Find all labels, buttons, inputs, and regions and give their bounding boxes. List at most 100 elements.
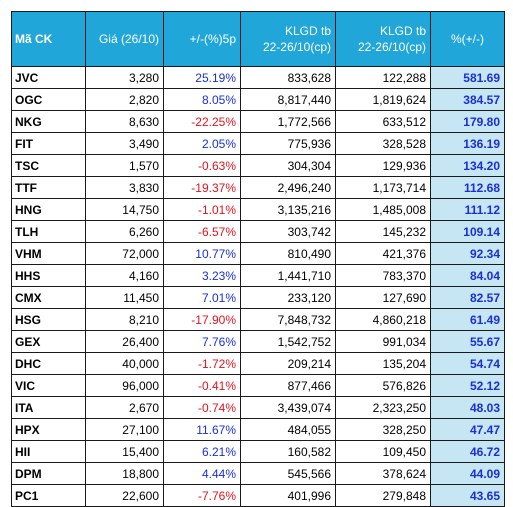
cell-volume-b: 378,624 [335,462,431,485]
table-row: JVC 3,280 25.19% 833,628 122,288 581.69 [11,66,505,89]
cell-change: 11.67% [163,418,241,441]
cell-pct: 111.12 [430,198,505,221]
cell-volume-a: 304,304 [240,154,336,177]
cell-pct: 61.49 [430,308,505,331]
cell-volume-a: 401,996 [240,484,336,507]
cell-volume-b: 135,204 [335,352,431,375]
cell-price: 96,000 [85,374,164,397]
cell-change: -7.76% [163,484,241,507]
cell-code: HPX [11,418,86,441]
cell-volume-b: 783,370 [335,264,431,287]
table-body: JVC 3,280 25.19% 833,628 122,288 581.69 OGC 2,8… [11,66,505,507]
cell-price: 26,400 [85,330,164,353]
cell-volume-a: 3,135,216 [240,198,336,221]
cell-price: 2,670 [85,396,164,419]
table-row: TSC 1,570 -0.63% 304,304 129,936 134.20 [11,154,505,177]
cell-price: 3,490 [85,132,164,155]
cell-volume-b: 4,860,218 [335,308,431,331]
cell-volume-a: 484,055 [240,418,336,441]
cell-volume-b: 1,819,624 [335,88,431,111]
cell-price: 22,600 [85,484,164,507]
cell-volume-b: 421,376 [335,242,431,265]
cell-code: GEX [11,330,86,353]
cell-price: 3,830 [85,176,164,199]
cell-price: 4,160 [85,264,164,287]
table-row: VIC 96,000 -0.41% 877,466 576,826 52.12 [11,374,505,397]
cell-change: 3.23% [163,264,241,287]
cell-pct: 82.57 [430,286,505,309]
cell-code: VHM [11,242,86,265]
cell-code: OGC [11,88,86,111]
cell-price: 14,750 [85,198,164,221]
cell-change: -0.63% [163,154,241,177]
cell-pct: 44.09 [430,462,505,485]
table-header: Mã CK Giá (26/10) +/-(%)5p KLGD tb 22-26… [11,11,505,67]
header-volume-a-line1: KLGD tb [284,24,331,38]
cell-pct: 136.19 [430,132,505,155]
cell-code: TLH [11,220,86,243]
table-row: TTF 3,830 -19.37% 2,496,240 1,173,714 112.68 [11,176,505,199]
cell-change: -22.25% [163,110,241,133]
table-row: OGC 2,820 8.05% 8,817,440 1,819,624 384.57 [11,88,505,111]
stock-volume-table: Mã CK Giá (26/10) +/-(%)5p KLGD tb 22-26… [11,11,505,507]
cell-price: 8,210 [85,308,164,331]
cell-code: HII [11,440,86,463]
cell-pct: 179.80 [430,110,505,133]
header-pct: %(+/-) [430,11,505,67]
cell-pct: 47.47 [430,418,505,441]
cell-code: CMX [11,286,86,309]
cell-change: 8.05% [163,88,241,111]
cell-volume-b: 279,848 [335,484,431,507]
cell-pct: 581.69 [430,66,505,89]
cell-change: 25.19% [163,66,241,89]
cell-code: VIC [11,374,86,397]
cell-code: HHS [11,264,86,287]
cell-volume-b: 2,323,250 [335,396,431,419]
cell-volume-a: 3,439,074 [240,396,336,419]
table-row: HNG 14,750 -1.01% 3,135,216 1,485,008 111.12 [11,198,505,221]
table-row: PC1 22,600 -7.76% 401,996 279,848 43.65 [11,484,505,507]
cell-code: HSG [11,308,86,331]
cell-change: 7.76% [163,330,241,353]
table-row: HPX 27,100 11.67% 484,055 328,250 47.47 [11,418,505,441]
cell-volume-b: 109,450 [335,440,431,463]
table-row: HSG 8,210 -17.90% 7,848,732 4,860,218 61.49 [11,308,505,331]
cell-volume-a: 1,772,566 [240,110,336,133]
cell-pct: 134.20 [430,154,505,177]
header-volume-b: KLGD tb 22-26/10(cp) [335,11,431,67]
cell-change: -1.01% [163,198,241,221]
table-row: CMX 11,450 7.01% 233,120 127,690 82.57 [11,286,505,309]
cell-price: 6,260 [85,220,164,243]
cell-volume-b: 1,485,008 [335,198,431,221]
cell-pct: 48.03 [430,396,505,419]
cell-code: DHC [11,352,86,375]
cell-volume-b: 328,250 [335,418,431,441]
cell-change: -6.57% [163,220,241,243]
table-row: VHM 72,000 10.77% 810,490 421,376 92.34 [11,242,505,265]
cell-pct: 43.65 [430,484,505,507]
table-row: HII 15,400 6.21% 160,582 109,450 46.72 [11,440,505,463]
cell-price: 8,630 [85,110,164,133]
cell-code: TSC [11,154,86,177]
cell-price: 15,400 [85,440,164,463]
cell-volume-a: 209,214 [240,352,336,375]
cell-code: JVC [11,66,86,89]
cell-change: -1.72% [163,352,241,375]
cell-volume-a: 1,441,710 [240,264,336,287]
cell-volume-b: 127,690 [335,286,431,309]
table-row: DHC 40,000 -1.72% 209,214 135,204 54.74 [11,352,505,375]
cell-change: -0.41% [163,374,241,397]
table-row: GEX 26,400 7.76% 1,542,752 991,034 55.67 [11,330,505,353]
cell-volume-b: 1,173,714 [335,176,431,199]
table-row: ITA 2,670 -0.74% 3,439,074 2,323,250 48.03 [11,396,505,419]
cell-code: NKG [11,110,86,133]
cell-change: 2.05% [163,132,241,155]
cell-pct: 55.67 [430,330,505,353]
cell-change: -19.37% [163,176,241,199]
cell-price: 18,800 [85,462,164,485]
cell-change: -17.90% [163,308,241,331]
cell-volume-b: 129,936 [335,154,431,177]
cell-code: ITA [11,396,86,419]
cell-price: 3,280 [85,66,164,89]
cell-volume-a: 877,466 [240,374,336,397]
